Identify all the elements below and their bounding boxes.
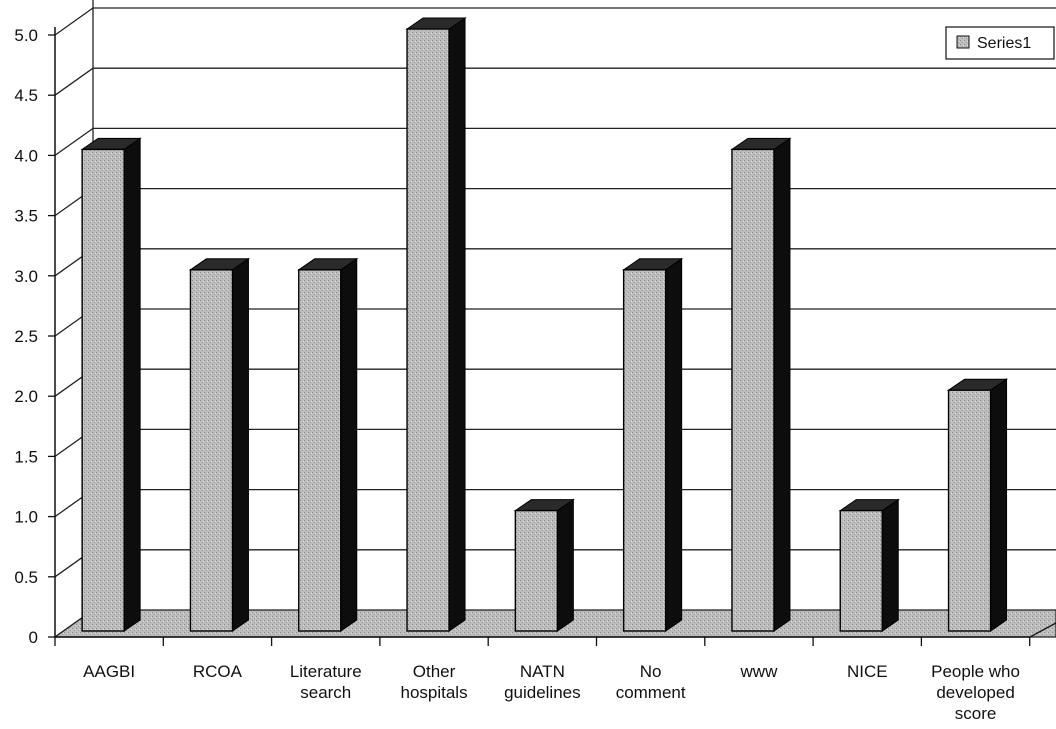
bar-side [340, 257, 358, 632]
bars-group [80, 17, 1009, 632]
bar-side [123, 137, 141, 632]
bar-front [81, 148, 125, 632]
x-tick-label: RCOA [193, 662, 243, 681]
bar-front [731, 148, 775, 632]
y-axis: 0 0.5 1.0 1.5 2.0 2.5 3.0 3.5 4.0 4.5 5.0 [14, 26, 56, 647]
legend-label: Series1 [977, 35, 1031, 52]
bar-front [947, 389, 992, 632]
y-tick-label: 1.0 [14, 508, 38, 527]
y-tick-label: 2.0 [14, 387, 38, 406]
gridline-side [54, 67, 94, 96]
bar [80, 137, 142, 632]
x-tick-label: Literature search [290, 662, 362, 702]
bar-side [773, 137, 791, 632]
bar [513, 498, 575, 632]
x-tick-label: NATN guidelines [504, 662, 581, 702]
y-tick-label: 5.0 [14, 26, 38, 45]
x-tick-label: NICE [847, 662, 888, 681]
bar-side [231, 257, 249, 632]
bar [730, 137, 792, 632]
bar [838, 498, 900, 632]
bar-front [406, 28, 450, 632]
y-tick-label: 2.5 [14, 327, 38, 346]
bar [622, 257, 684, 632]
bar-front [839, 509, 883, 632]
bar-side [881, 498, 899, 632]
bar-side [448, 17, 466, 632]
bar-side [990, 378, 1008, 632]
bar [297, 257, 359, 632]
y-tick-label: 1.5 [14, 447, 38, 466]
y-tick-label: 4.5 [14, 86, 38, 105]
legend: Series1 [945, 26, 1055, 60]
x-axis: AAGBI RCOA Literature search Other hospitals N… [54, 637, 1031, 723]
bar-side [556, 498, 574, 632]
bar [188, 257, 251, 632]
legend-swatch [956, 35, 970, 49]
x-tick-label: People who developed score [931, 662, 1020, 723]
bar-front [622, 269, 667, 632]
x-tick-label: Other hospitals [400, 662, 467, 702]
x-tick-label: No comment [616, 662, 686, 702]
gridline-side [54, 127, 94, 156]
gridline-side [54, 7, 94, 36]
bar-front [298, 269, 342, 632]
bar-side [665, 257, 683, 632]
y-tick-label: 3.5 [14, 207, 38, 226]
bar-front [189, 269, 234, 632]
floor-right-edge [1029, 622, 1056, 638]
x-tick-label: www [740, 662, 779, 681]
bar-front [514, 509, 559, 632]
y-tick-label: 0 [29, 628, 38, 647]
y-tick-label: 4.0 [14, 146, 38, 165]
y-tick-label: 3.0 [14, 267, 38, 286]
bar [946, 378, 1009, 632]
bar [405, 17, 467, 632]
y-tick-label: 0.5 [14, 568, 38, 587]
x-tick-label: AAGBI [83, 662, 135, 681]
